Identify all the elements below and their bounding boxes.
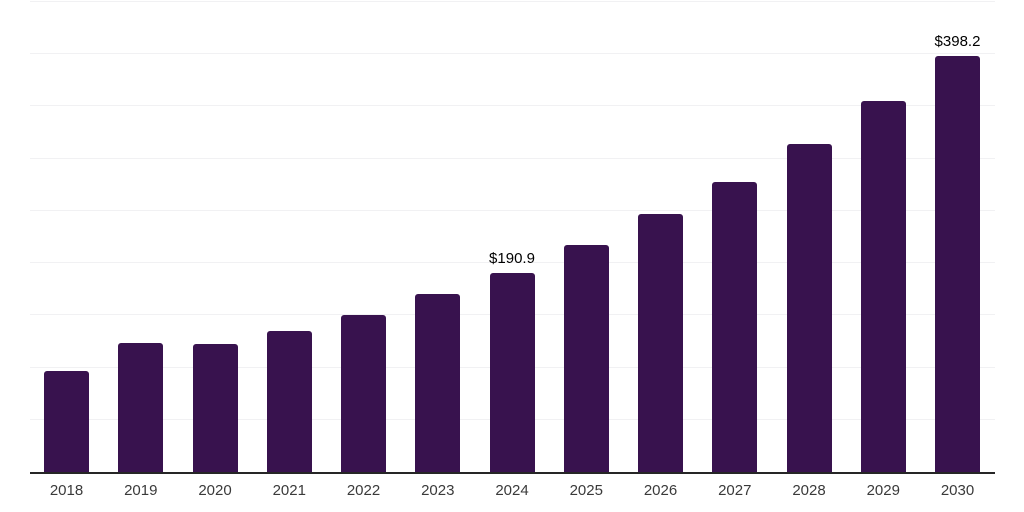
bar-2024[interactable] [489, 272, 535, 472]
gridline [30, 1, 995, 2]
gridline [30, 53, 995, 55]
bar-2022[interactable] [341, 315, 386, 472]
x-tick-2018: 2018 [49, 482, 84, 499]
bar-2018[interactable] [44, 370, 89, 472]
gridline [30, 157, 995, 159]
x-tick-2029: 2029 [866, 482, 900, 499]
x-tick-2030: 2030 [940, 482, 975, 499]
x-tick-2022: 2022 [346, 482, 381, 499]
data-label-2030: $398.2 [934, 33, 981, 51]
bar-2029[interactable] [860, 101, 906, 472]
bar-2027[interactable] [712, 181, 758, 472]
bar-2025[interactable] [563, 245, 609, 472]
bar-2028[interactable] [786, 144, 832, 472]
x-tick-2021: 2021 [272, 482, 306, 499]
x-axis: 2018 2019 2020 2021 2022 2023 2024 2025 2026 2027… [30, 474, 995, 512]
data-label-2024: $190.9 [489, 249, 535, 267]
x-tick-2028: 2028 [792, 482, 826, 499]
bar-2030[interactable] [935, 56, 980, 472]
x-tick-2024: 2024 [495, 482, 529, 499]
x-tick-2019: 2019 [124, 482, 158, 499]
bar-2021[interactable] [266, 331, 312, 472]
bar-2019[interactable] [118, 342, 164, 472]
x-tick-2026: 2026 [643, 482, 678, 499]
bar-2026[interactable] [638, 214, 683, 472]
x-tick-2023: 2023 [421, 482, 455, 499]
plot-area: $190.9 $398.2 [30, 0, 995, 474]
x-tick-2025: 2025 [569, 482, 603, 499]
gridline [30, 262, 995, 264]
bar-2020[interactable] [192, 343, 238, 472]
gridline [30, 105, 995, 107]
gridline [30, 209, 995, 211]
bar-2023[interactable] [415, 294, 461, 472]
x-tick-2020: 2020 [198, 482, 232, 499]
x-tick-2027: 2027 [718, 482, 752, 499]
